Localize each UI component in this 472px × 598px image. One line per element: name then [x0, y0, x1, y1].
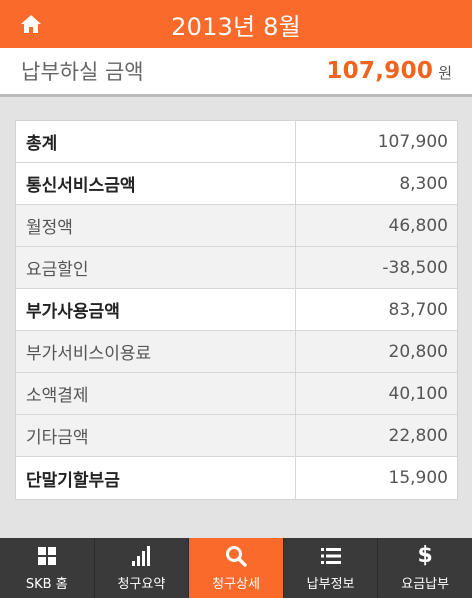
nav-item-bill-summary[interactable]: 청구요약	[95, 538, 190, 598]
row-label: 부가서비스이용료	[16, 331, 296, 372]
row-value: 15,900	[388, 468, 448, 488]
table-row-other-charges: 기타금액 22,800	[16, 415, 457, 457]
table-row-total: 총계 107,900	[16, 121, 457, 163]
nav-label: 요금납부	[401, 577, 450, 592]
currency-unit: 원	[438, 64, 452, 82]
table-row-addon-service: 부가서비스이용료 20,800	[16, 331, 457, 373]
table-row-additional-usage: 부가사용금액 83,700	[16, 289, 457, 331]
table-row-discount: 요금할인 -38,500	[16, 247, 457, 289]
row-label: 기타금액	[16, 415, 296, 456]
app-header: 2013년 8월	[0, 0, 472, 48]
table-row-telecom-service: 통신서비스금액 8,300	[16, 163, 457, 205]
dollar-icon: $	[417, 543, 433, 568]
row-value: 40,100	[388, 383, 448, 404]
page-title: 2013년 8월	[171, 12, 301, 41]
table-row-device-installment: 단말기할부금 15,900	[16, 457, 457, 499]
table-row-monthly-fee: 월정액 46,800	[16, 205, 457, 247]
nav-label: 납부정보	[306, 577, 355, 592]
row-value: 107,900	[377, 131, 448, 152]
row-value: 83,700	[388, 299, 448, 320]
home-button[interactable]	[18, 12, 44, 36]
nav-label: 청구상세	[212, 577, 260, 592]
row-value: 8,300	[399, 173, 448, 194]
bottom-nav: SKB 홈 청구요약 청구상세	[0, 538, 472, 598]
payment-amount-label: 납부하실 금액	[21, 60, 144, 84]
bar-chart-icon	[132, 546, 151, 566]
row-value: 20,800	[388, 341, 448, 362]
row-label: 통신서비스금액	[16, 163, 296, 204]
row-label: 총계	[16, 121, 296, 162]
row-label: 소액결제	[16, 373, 296, 414]
bill-detail-table: 총계 107,900 통신서비스금액 8,300 월정액 46,800 요금할인…	[15, 120, 458, 500]
list-icon	[320, 548, 341, 564]
row-label: 요금할인	[16, 247, 296, 288]
row-value: 46,800	[388, 215, 448, 236]
grid-icon	[37, 547, 56, 565]
row-value: 22,800	[388, 425, 448, 446]
nav-item-skb-home[interactable]: SKB 홈	[0, 538, 95, 598]
nav-item-bill-detail[interactable]: 청구상세	[189, 538, 284, 598]
table-row-micropayment: 소액결제 40,100	[16, 373, 457, 415]
nav-item-pay-bill[interactable]: $ 요금납부	[378, 538, 472, 598]
row-value: -38,500	[382, 257, 448, 278]
nav-label: SKB 홈	[25, 577, 68, 592]
payment-amount-bar: 납부하실 금액 107,900 원	[0, 48, 472, 97]
payment-amount: 107,900 원	[326, 58, 452, 84]
row-label: 월정액	[16, 205, 296, 246]
nav-label: 청구요약	[117, 577, 166, 592]
payment-amount-value: 107,900	[326, 58, 434, 84]
row-label: 부가사용금액	[16, 289, 296, 330]
home-icon	[21, 15, 41, 33]
row-label: 단말기할부금	[16, 457, 296, 499]
nav-item-payment-info[interactable]: 납부정보	[284, 538, 379, 598]
search-icon	[225, 546, 247, 567]
